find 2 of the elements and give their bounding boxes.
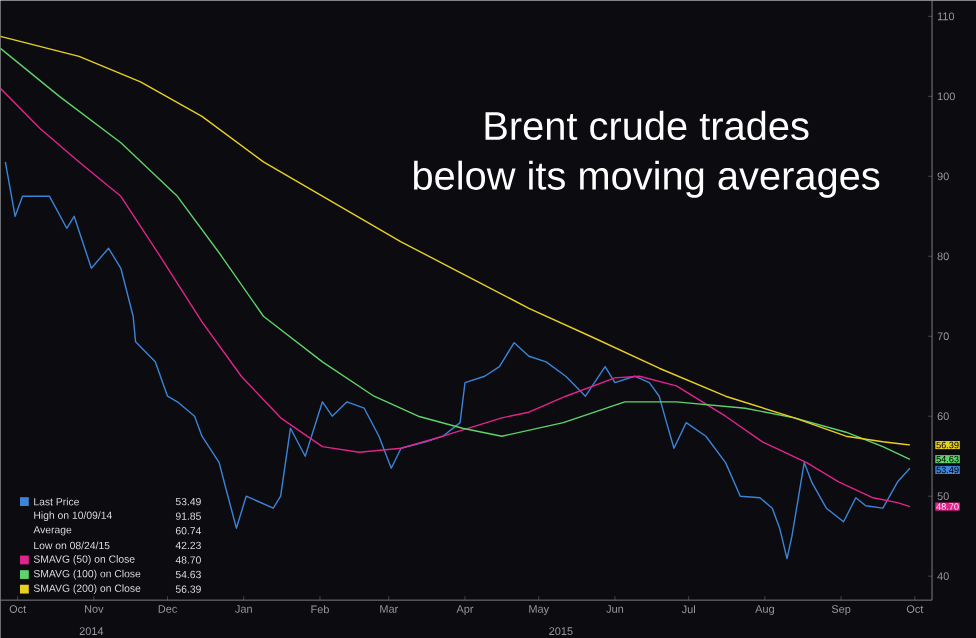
- text: Brent crude trades below its moving averages: [414, 110, 880, 198]
- line-series: [0, 87, 911, 508]
